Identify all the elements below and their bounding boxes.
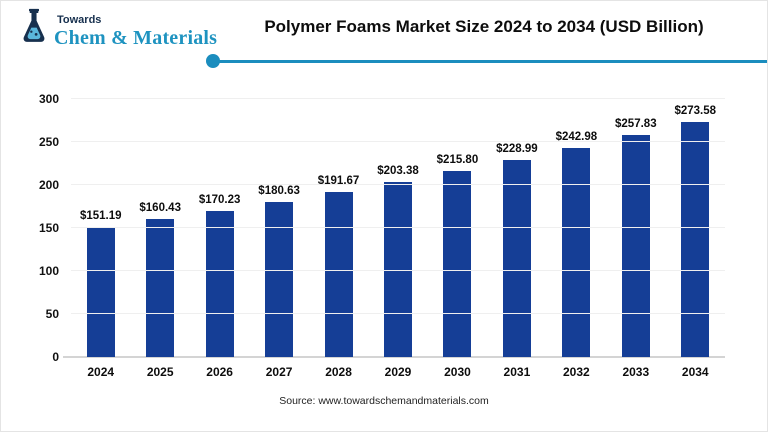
flask-icon [23,8,45,42]
bar-group: $170.23 [190,99,249,357]
bar-group: $180.63 [249,99,308,357]
bar-group: $228.99 [487,99,546,357]
bar-value-label: $242.98 [555,131,598,144]
x-axis-label: 2034 [681,365,709,379]
y-axis-tick-label: 200 [38,178,59,192]
y-axis-tick-label: 250 [38,135,59,149]
x-axis-label: 2027 [265,365,293,379]
bar-value-label: $215.80 [436,154,479,167]
accent-divider-line [214,60,767,63]
x-axis-label: 2031 [503,365,531,379]
gridline [71,270,725,271]
bar-group: $203.38 [368,99,427,357]
gridline [71,313,725,314]
bar-group: $215.80 [428,99,487,357]
x-axis-label: 2029 [384,365,412,379]
bar-value-label: $203.38 [377,165,419,178]
chart-title: Polymer Foams Market Size 2024 to 2034 (… [264,17,704,36]
brand-logo: Towards Chem & Materials [17,8,217,48]
x-axis-label: 2026 [206,365,233,379]
accent-divider-dot [206,54,220,68]
gridline [71,227,725,228]
bar-value-label: $180.63 [258,184,300,197]
y-axis: 0 50 100 150 200 250 300 [27,92,71,364]
bar [205,210,234,357]
gridline [71,141,725,142]
bar [146,219,175,357]
y-axis-tick-label: 150 [38,221,59,235]
bar [502,160,531,357]
y-axis-tick-label: 0 [52,350,59,364]
x-axis-label: 2024 [87,365,115,379]
bar-group: $151.19 [71,99,130,357]
bar-group: $160.43 [130,99,189,357]
x-axis-label: 2025 [146,365,174,379]
x-axis-label: 2030 [444,365,471,379]
plot-area: $151.19 $160.43 $170.23 $180.63 $191.67 $203.… [63,98,725,358]
x-axis-label: 2028 [325,365,352,379]
bar-value-label: $160.43 [139,202,181,215]
x-axis: 2024 2025 2026 2027 2028 2029 2030 2031 2032 2033… [71,365,725,379]
bar [443,171,472,357]
bar-value-label: $273.58 [674,104,717,117]
bar-value-label: $257.83 [615,118,657,131]
x-axis-baseline [63,356,725,358]
gridline [71,98,725,99]
bar [383,182,412,357]
bar [324,192,353,357]
y-axis-tick-label: 300 [38,92,59,106]
bar [681,121,710,357]
logo-bottom-text: Chem & Materials [54,27,218,49]
chart-area: 0 50 100 150 200 250 300 $151.19 $160.43 $170.23… [27,92,725,379]
source-text: Source: www.towardschemandmaterials.com [279,395,489,407]
bar-group: $273.58 [666,99,725,357]
gridline [71,184,725,185]
y-axis-tick-label: 50 [45,307,59,321]
logo-top-text: Towards [57,14,102,26]
header: Towards Chem & Materials Polymer Foams M… [1,1,767,68]
bar-value-label: $191.67 [317,175,360,188]
brand-logo-text: Towards Chem & Materials [54,14,218,49]
bar-group: $191.67 [309,99,368,357]
y-axis-tick-label: 100 [38,264,59,278]
bars-row: $151.19 $160.43 $170.23 $180.63 $191.67 $203.… [71,99,725,357]
bar [265,201,294,357]
bar [562,148,591,357]
bar [621,135,650,357]
bar-value-label: $170.23 [198,193,241,206]
x-axis-label: 2032 [563,365,590,379]
bar-group: $257.83 [606,99,665,357]
x-axis-label: 2033 [622,365,650,379]
bar [86,226,115,357]
bar-value-label: $228.99 [496,143,538,156]
bar-group: $242.98 [547,99,606,357]
bar-value-label: $151.19 [79,209,122,222]
